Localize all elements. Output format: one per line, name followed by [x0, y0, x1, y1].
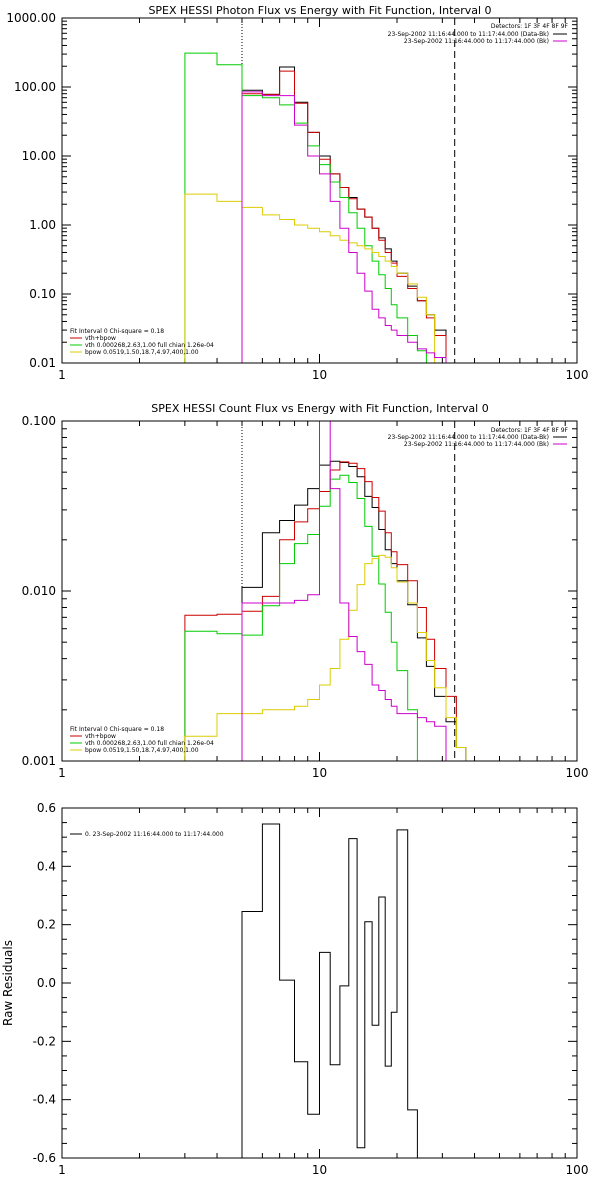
panel-3-ylabel: Raw Residuals [1, 940, 15, 1026]
x-tick-label: 1 [58, 1163, 66, 1177]
x-tick-label: 10 [312, 368, 327, 382]
x-tick-label: 10 [312, 766, 327, 780]
y-tick-label: -0.2 [33, 1034, 56, 1048]
series-bpow [184, 554, 467, 761]
panel-residuals: 1 10 100 -0.6 -0.4 -0.2 0.0 0.2 0.4 0.6 Raw Resi… [1, 801, 588, 1177]
legend-left-label: vth+bpow [85, 335, 116, 342]
legend-left-label: bpow 0.0519,1.50,18.7,4.97,400,1.00 [85, 747, 199, 754]
legend-top-label: 0. 23-Sep-2002 11:16:44.000 to 11:17:44.… [85, 831, 224, 838]
x-tick-label: 100 [566, 1163, 589, 1177]
panel-1-title: SPEX HESSI Photon Flux vs Energy with Fi… [148, 4, 491, 17]
y-tick-label: 1000.00 [6, 11, 56, 25]
legend-right-label: 23-Sep-2002 11:16:44.000 to 11:17:44.000… [388, 434, 549, 441]
panel-1-frame [61, 17, 578, 364]
y-tick-label: 1.00 [29, 218, 56, 232]
y-tick-label: 0.10 [29, 287, 56, 301]
series-data [241, 823, 427, 1159]
series-total [184, 461, 457, 761]
y-tick-label: 0.001 [22, 754, 56, 768]
y-tick-label: -0.6 [33, 1151, 56, 1165]
series-data [241, 460, 467, 761]
y-tick-label: 0.2 [37, 918, 56, 932]
x-tick-label: 10 [312, 1163, 327, 1177]
series-vth [184, 52, 427, 363]
y-tick-label: 0.4 [37, 859, 56, 873]
y-tick-label: -0.4 [33, 1093, 56, 1107]
series-vth [184, 474, 427, 762]
legend-left-label: vth 0.000268,2.63,1.00 full chian 1.26e-… [85, 342, 214, 349]
series-background [241, 91, 447, 363]
legend-right-label: 23-Sep-2002 11:16:44.000 to 11:17:44.000… [404, 38, 549, 45]
panel-2-title: SPEX HESSI Count Flux vs Energy with Fit… [151, 402, 488, 415]
panel-1-detectors: Detectors: 1F 3F 4F 8F 9F [491, 23, 569, 30]
y-tick-label: 0.010 [22, 584, 56, 598]
y-tick-label: 100.00 [14, 80, 56, 94]
legend-left-label: bpow 0.0519,1.50,18.7,4.97,400,1.00 [85, 349, 199, 356]
y-tick-label: 10.00 [22, 149, 56, 163]
panel-2-detectors: Detectors: 1F 3F 4F 8F 9F [491, 427, 569, 434]
x-tick-label: 100 [566, 766, 589, 780]
series-background [241, 420, 447, 761]
x-tick-label: 1 [58, 368, 66, 382]
series-bpow [184, 193, 436, 363]
legend-right-label: 23-Sep-2002 11:16:44.000 to 11:17:44.000… [388, 31, 549, 38]
legend-left-label: vth 0.000268,2.63,1.00 full chian 1.26e-… [85, 740, 214, 747]
series-total [241, 70, 447, 363]
y-tick-label: 0.6 [37, 801, 56, 815]
y-tick-label: 0.100 [22, 414, 56, 428]
y-tick-label: 0.0 [37, 976, 56, 990]
panel-count-flux: SPEX HESSI Count Flux vs Energy with Fit… [22, 402, 589, 780]
x-tick-label: 1 [58, 766, 66, 780]
panel-photon-flux: SPEX HESSI Photon Flux vs Energy with Fi… [6, 4, 588, 382]
panel-2-frame [61, 420, 578, 762]
legend-left-header: Fit Interval 0 Chi-square = 0.18 [70, 328, 164, 335]
y-tick-label: 0.01 [29, 356, 56, 370]
legend-left-label: vth+bpow [85, 733, 116, 740]
panel-3-frame [61, 807, 578, 1159]
legend-left-header: Fit Interval 0 Chi-square = 0.18 [70, 726, 164, 733]
x-tick-label: 100 [566, 368, 589, 382]
legend-right-label: 23-Sep-2002 11:16:44.000 to 11:17:44.000… [404, 441, 549, 448]
